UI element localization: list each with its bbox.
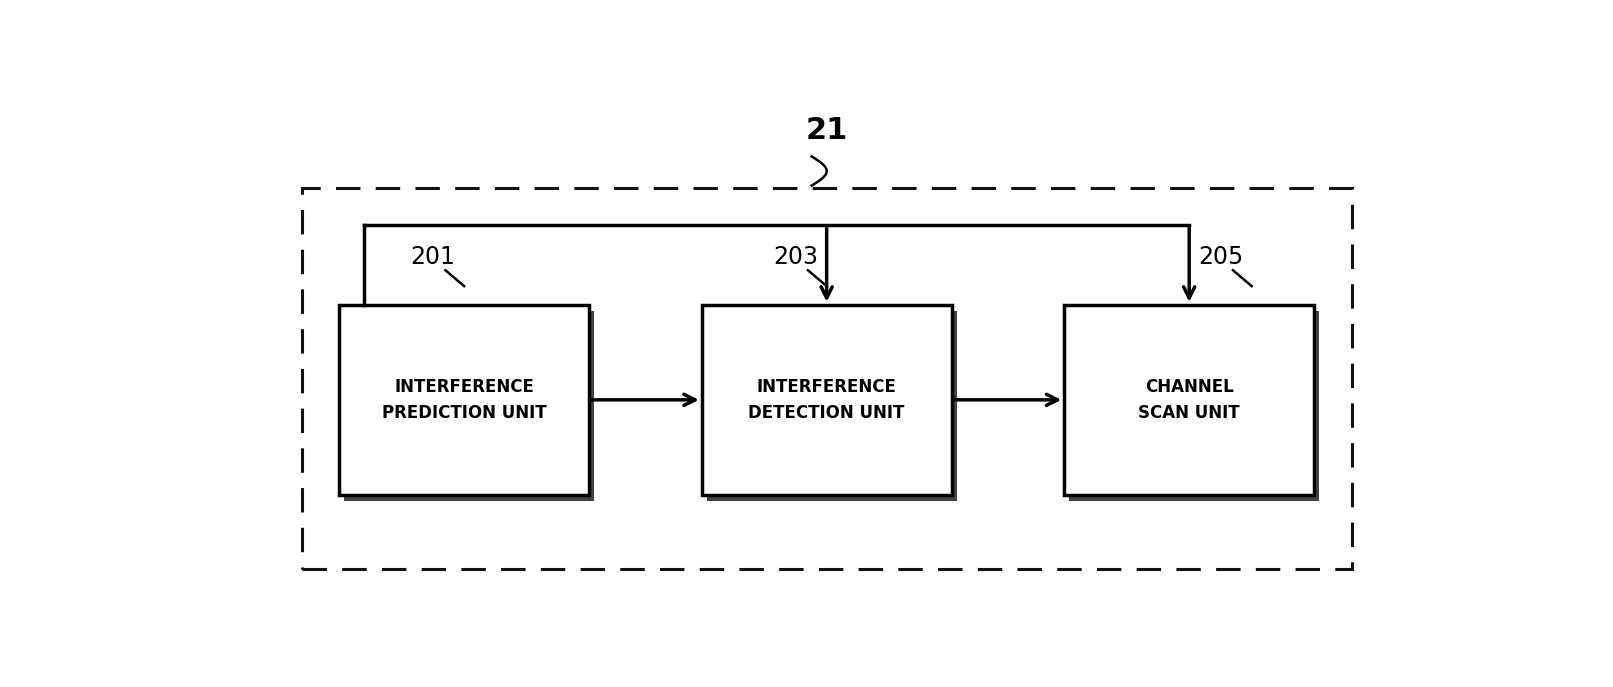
Bar xyxy=(706,311,957,502)
Bar xyxy=(702,304,952,495)
Bar xyxy=(1065,304,1315,495)
Text: 205: 205 xyxy=(1198,245,1244,269)
Text: 21: 21 xyxy=(805,115,848,144)
Bar xyxy=(344,311,594,502)
Text: INTERFERENCE
PREDICTION UNIT: INTERFERENCE PREDICTION UNIT xyxy=(382,378,547,422)
Text: 201: 201 xyxy=(410,245,455,269)
Bar xyxy=(1069,311,1319,502)
Text: INTERFERENCE
DETECTION UNIT: INTERFERENCE DETECTION UNIT xyxy=(748,378,905,422)
Text: 203: 203 xyxy=(773,245,818,269)
Text: CHANNEL
SCAN UNIT: CHANNEL SCAN UNIT xyxy=(1139,378,1240,422)
Bar xyxy=(302,188,1352,569)
Bar xyxy=(339,304,589,495)
